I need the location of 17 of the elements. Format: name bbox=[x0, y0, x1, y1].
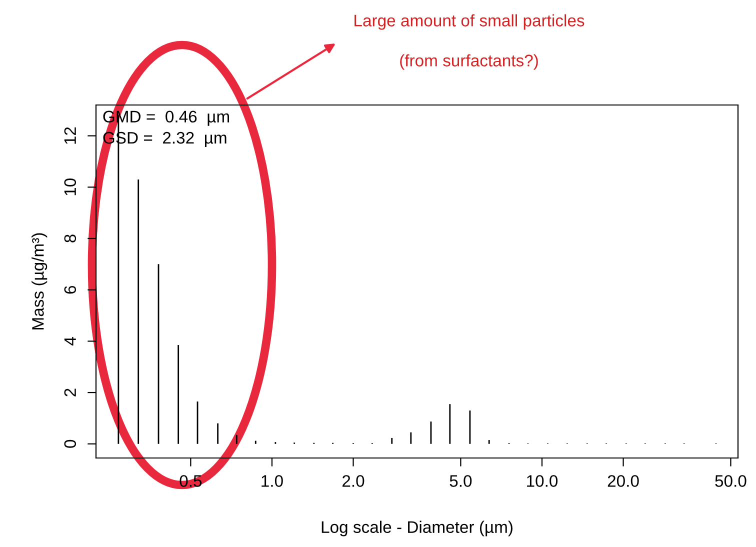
y-tick-label: 8 bbox=[64, 234, 76, 242]
x-axis-title: Log scale - Diameter (µm) bbox=[322, 520, 512, 536]
y-tick-label: 0 bbox=[64, 440, 76, 448]
y-axis-title: Mass (µg/m³) bbox=[32, 233, 48, 330]
text: Large amount of small particles bbox=[354, 14, 584, 30]
y-tick-label: 12 bbox=[64, 127, 76, 144]
x-tick-label: 2.0 bbox=[342, 475, 364, 487]
x-tick-label: 10.0 bbox=[527, 475, 558, 487]
x-tick-label: 1.0 bbox=[262, 475, 283, 487]
text: (from surfactants?) bbox=[400, 54, 538, 70]
y-tick-label: 4 bbox=[64, 337, 76, 346]
x-tick-label: 20.0 bbox=[608, 475, 639, 487]
x-tick-label: 50.0 bbox=[715, 475, 746, 487]
y-tick-label: 6 bbox=[64, 286, 76, 294]
y-tick-label: 2 bbox=[64, 388, 76, 396]
y-tick-label: 10 bbox=[64, 178, 76, 196]
x-tick-label: 5.0 bbox=[450, 475, 472, 487]
